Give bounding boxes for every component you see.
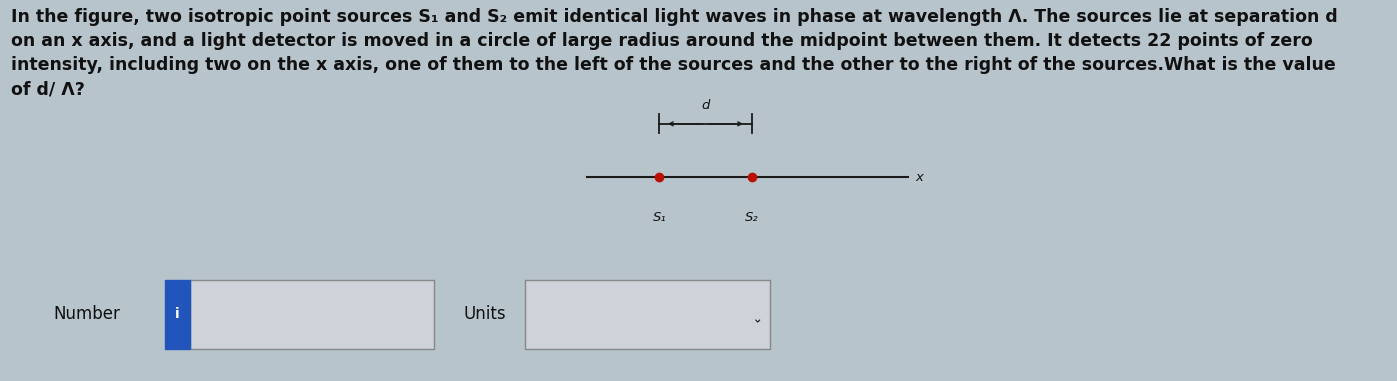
Text: i: i — [175, 307, 180, 321]
Text: In the figure, two isotropic point sources S₁ and S₂ emit identical light waves : In the figure, two isotropic point sourc… — [11, 8, 1338, 99]
FancyBboxPatch shape — [190, 280, 434, 349]
Text: ⌃: ⌃ — [747, 308, 759, 321]
Text: S₂: S₂ — [745, 211, 759, 224]
FancyBboxPatch shape — [165, 280, 190, 349]
Text: Number: Number — [53, 305, 120, 323]
Text: Units: Units — [464, 305, 507, 323]
Text: x: x — [915, 171, 923, 184]
Text: d: d — [701, 99, 710, 112]
FancyBboxPatch shape — [525, 280, 770, 349]
Text: S₁: S₁ — [652, 211, 666, 224]
